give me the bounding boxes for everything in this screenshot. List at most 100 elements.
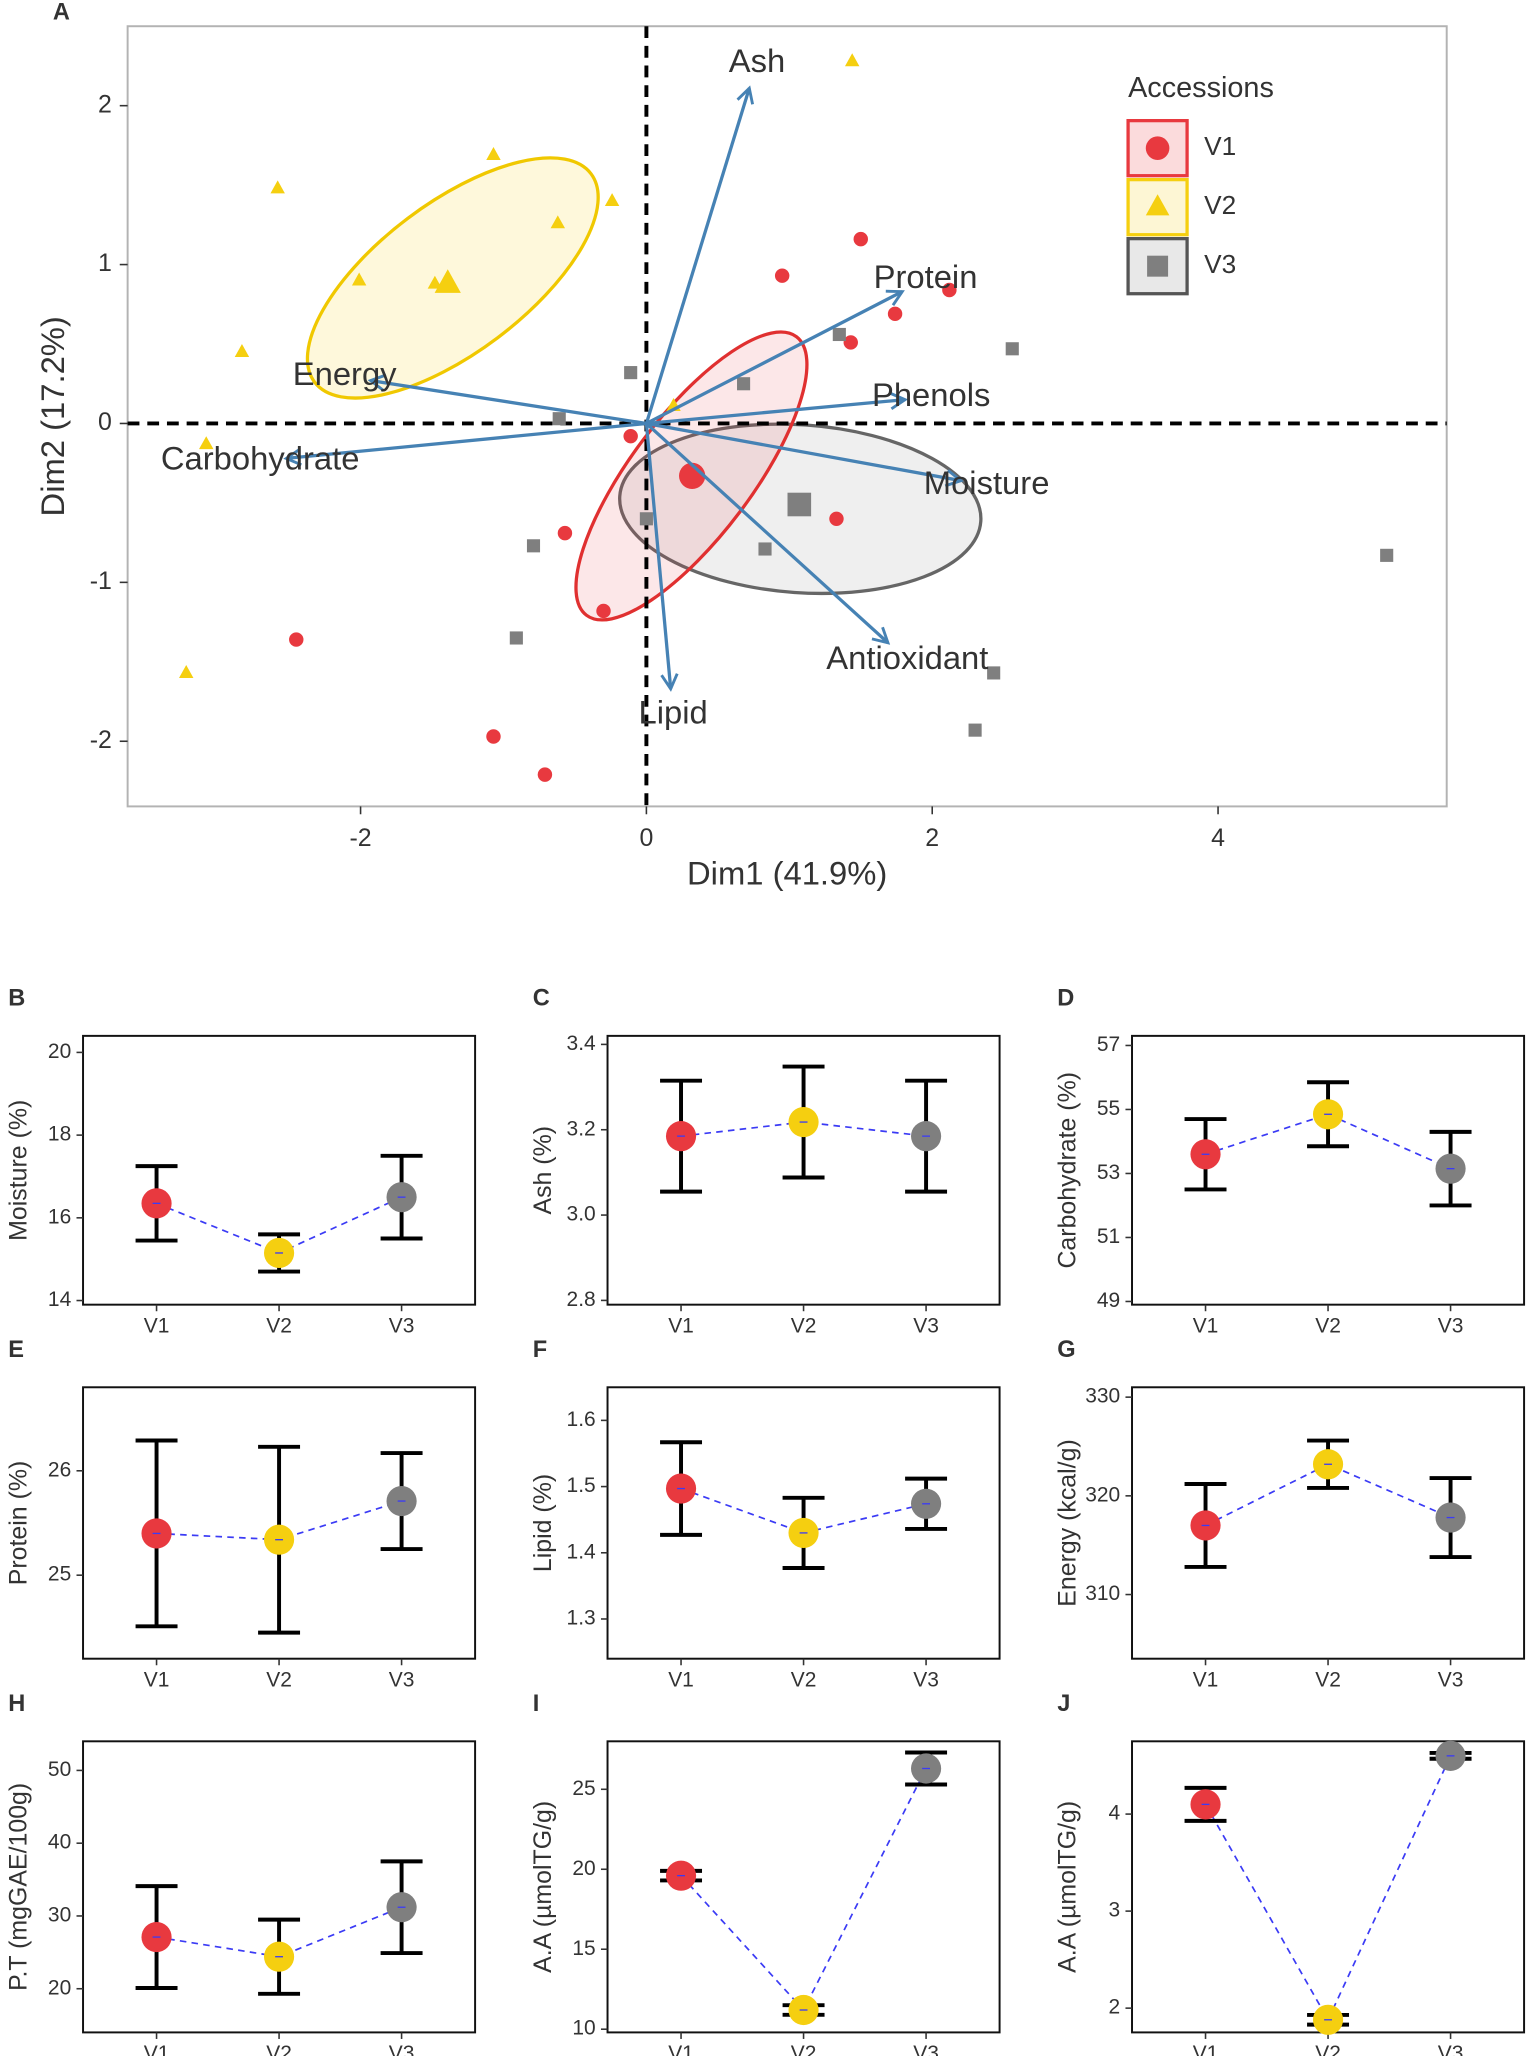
x-tick-label: V2 — [791, 2042, 817, 2056]
y-tick-label: 25 — [572, 1777, 595, 1800]
y-tick-label: 3.4 — [567, 1032, 596, 1055]
point — [1005, 342, 1019, 356]
point — [526, 539, 541, 553]
y-axis-title: Dim2 (17.2%) — [34, 316, 71, 516]
panel-label: B — [8, 985, 25, 1011]
point — [486, 146, 501, 160]
mean-line — [1205, 1113, 1451, 1170]
loading-arrow — [646, 421, 964, 488]
x-tick-label: V1 — [668, 1315, 694, 1338]
legend-label: V1 — [1204, 131, 1236, 161]
y-tick-label: 3 — [1109, 1899, 1121, 1922]
y-tick-label: -2 — [90, 726, 112, 754]
loading-label: Carbohydrate — [161, 440, 360, 477]
point — [199, 436, 214, 450]
point — [234, 344, 250, 358]
y-tick-label: 50 — [48, 1758, 71, 1781]
legend-glyph — [1145, 194, 1170, 216]
y-tick-label: 10 — [572, 2017, 595, 2040]
y-tick-label: 14 — [48, 1288, 72, 1311]
panel-label: D — [1057, 985, 1074, 1011]
x-tick-label: V3 — [913, 2042, 939, 2056]
y-tick-label: -1 — [90, 567, 112, 595]
y-tick-label: 310 — [1085, 1582, 1120, 1605]
loading-arrow — [645, 422, 891, 645]
loading-arrow — [644, 85, 754, 424]
x-tick-label: V2 — [791, 1315, 817, 1338]
x-tick-label: V1 — [144, 1669, 170, 1692]
point — [844, 53, 860, 67]
x-tick-label: -2 — [349, 824, 371, 852]
panel-label: F — [533, 1337, 547, 1363]
x-tick-label: V2 — [266, 2042, 292, 2056]
point — [832, 327, 846, 342]
point — [968, 723, 982, 737]
y-tick-label: 20 — [572, 1857, 595, 1880]
loading-label: Antioxidant — [826, 639, 988, 676]
y-axis-title: Energy (kcal/g) — [1054, 1439, 1082, 1606]
point — [351, 272, 367, 286]
panel-label: G — [1057, 1337, 1075, 1363]
point — [843, 335, 858, 350]
point — [853, 231, 868, 247]
x-tick-label: V3 — [1438, 1669, 1464, 1692]
loading-label: Lipid — [638, 694, 707, 731]
x-tick-label: V3 — [389, 1315, 415, 1338]
ellipse-v2 — [305, 156, 600, 400]
panel-label: A — [53, 0, 70, 25]
point — [737, 377, 751, 391]
x-tick-label: V2 — [266, 1315, 292, 1338]
y-axis-title: A.A (µmolTG/g) — [1054, 1801, 1082, 1973]
x-tick-label: V3 — [913, 1669, 939, 1692]
point — [987, 666, 1001, 680]
point — [427, 275, 443, 289]
loading-arrow — [646, 391, 909, 426]
x-tick-label: 2 — [925, 824, 939, 852]
point — [270, 180, 285, 194]
point — [624, 366, 638, 380]
loading-arrow — [367, 373, 647, 426]
y-axis-title: A.A (µmolTG/g) — [529, 1801, 557, 1973]
y-tick-label: 3.2 — [567, 1117, 596, 1140]
x-tick-label: V1 — [144, 1315, 170, 1338]
point — [552, 412, 566, 426]
mean-line — [1205, 1463, 1451, 1527]
y-tick-label: 55 — [1097, 1097, 1120, 1120]
y-tick-label: 18 — [48, 1123, 71, 1146]
loading-arrow — [283, 421, 647, 467]
loading-label: Moisture — [924, 464, 1050, 501]
y-tick-label: 1.5 — [567, 1474, 596, 1497]
y-tick-label: 26 — [48, 1458, 71, 1481]
loading-arrow — [644, 423, 679, 692]
y-tick-label: 40 — [48, 1831, 71, 1854]
y-tick-label: 53 — [1097, 1161, 1120, 1184]
centroid — [434, 269, 461, 293]
point — [509, 631, 523, 645]
point — [758, 542, 772, 556]
y-axis-title: Protein (%) — [5, 1461, 33, 1586]
panel-label: E — [8, 1337, 24, 1363]
x-tick-label: 0 — [639, 824, 653, 852]
y-axis-title: Moisture (%) — [5, 1100, 33, 1241]
x-tick-label: V3 — [389, 1669, 415, 1692]
y-tick-label: 15 — [572, 1937, 595, 1960]
y-tick-label: 2 — [1109, 1996, 1121, 2019]
panel-label: H — [8, 1691, 25, 1717]
x-tick-label: V3 — [389, 2042, 415, 2056]
y-tick-label: 1.3 — [567, 1607, 596, 1630]
y-tick-label: 57 — [1097, 1033, 1120, 1056]
panel-label: I — [533, 1691, 540, 1717]
panel-frame — [1131, 1740, 1526, 2034]
loading-label: Energy — [293, 355, 397, 392]
y-tick-label: 16 — [48, 1205, 71, 1228]
x-tick-label: V2 — [1315, 2042, 1341, 2056]
point — [537, 767, 553, 782]
point — [623, 428, 638, 444]
y-tick-label: 3.0 — [567, 1203, 596, 1226]
y-axis-title: Carbohydrate (%) — [1054, 1072, 1082, 1269]
point — [486, 729, 501, 744]
y-axis-title: Lipid (%) — [529, 1474, 557, 1572]
x-tick-label: V2 — [1315, 1315, 1341, 1338]
point — [550, 215, 566, 229]
